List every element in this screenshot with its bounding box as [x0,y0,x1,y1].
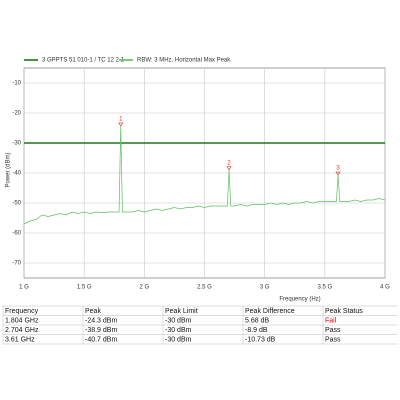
peak-marker [335,171,341,176]
y-axis-label: Power (dBm) [6,152,12,187]
y-tick-label: -60 [12,231,21,237]
y-tick-label: -50 [12,201,21,207]
table-cell: -8.9 dB [245,327,268,334]
y-tick-label: -10 [12,81,21,87]
peak-marker-label: 1 [119,116,123,122]
table-cell: 5.68 dB [245,317,269,324]
peak-marker [118,122,124,127]
table-header: Frequency [5,308,39,315]
table-cell: -30 dBm [165,336,192,343]
x-tick-label: 2.5 G [197,285,212,291]
x-tick-label: 2 G [139,285,149,291]
peak-marker-label: 2 [227,160,231,166]
y-tick-label: -70 [12,261,21,267]
table-header: Peak Status [325,308,363,315]
table-cell: 3.61 GHz [5,336,35,343]
y-tick-label: -30 [12,141,21,147]
table-cell: Fail [325,317,337,324]
table-cell: -30 dBm [165,317,192,324]
x-tick-label: 1.5 G [77,285,92,291]
x-tick-label: 3 G [260,285,270,291]
table-cell: 2.704 GHz [5,327,39,334]
x-axis-label: Frequency (Hz) [279,297,320,303]
table-header: Peak Difference [245,308,295,315]
legend-label: RBW: 3 MHz, Horizontal Max Peak [137,58,231,64]
peak-marker-label: 3 [336,166,340,172]
x-tick-label: 1 G [19,285,29,291]
x-tick-label: 3.5 G [317,285,332,291]
table-cell: 1.804 GHz [5,317,39,324]
table-cell: Pass [325,327,341,334]
table-cell: -40.7 dBm [85,336,117,343]
table-cell: -10.73 dB [245,336,276,343]
y-tick-label: -20 [12,111,21,117]
table-cell: Pass [325,336,341,343]
y-tick-label: -40 [12,171,21,177]
x-tick-label: 4 G [380,285,390,291]
legend-label: 3 GPPTS 51 010-1 / TC 12 2 1 [42,58,125,64]
peak-marker [226,166,232,171]
table-header: Peak Limit [165,308,198,315]
series-line [23,125,386,225]
table-cell: -38.9 dBm [85,327,117,334]
table-header: Peak [85,308,101,315]
table-cell: -24.3 dBm [85,317,117,324]
table-cell: -30 dBm [165,327,192,334]
